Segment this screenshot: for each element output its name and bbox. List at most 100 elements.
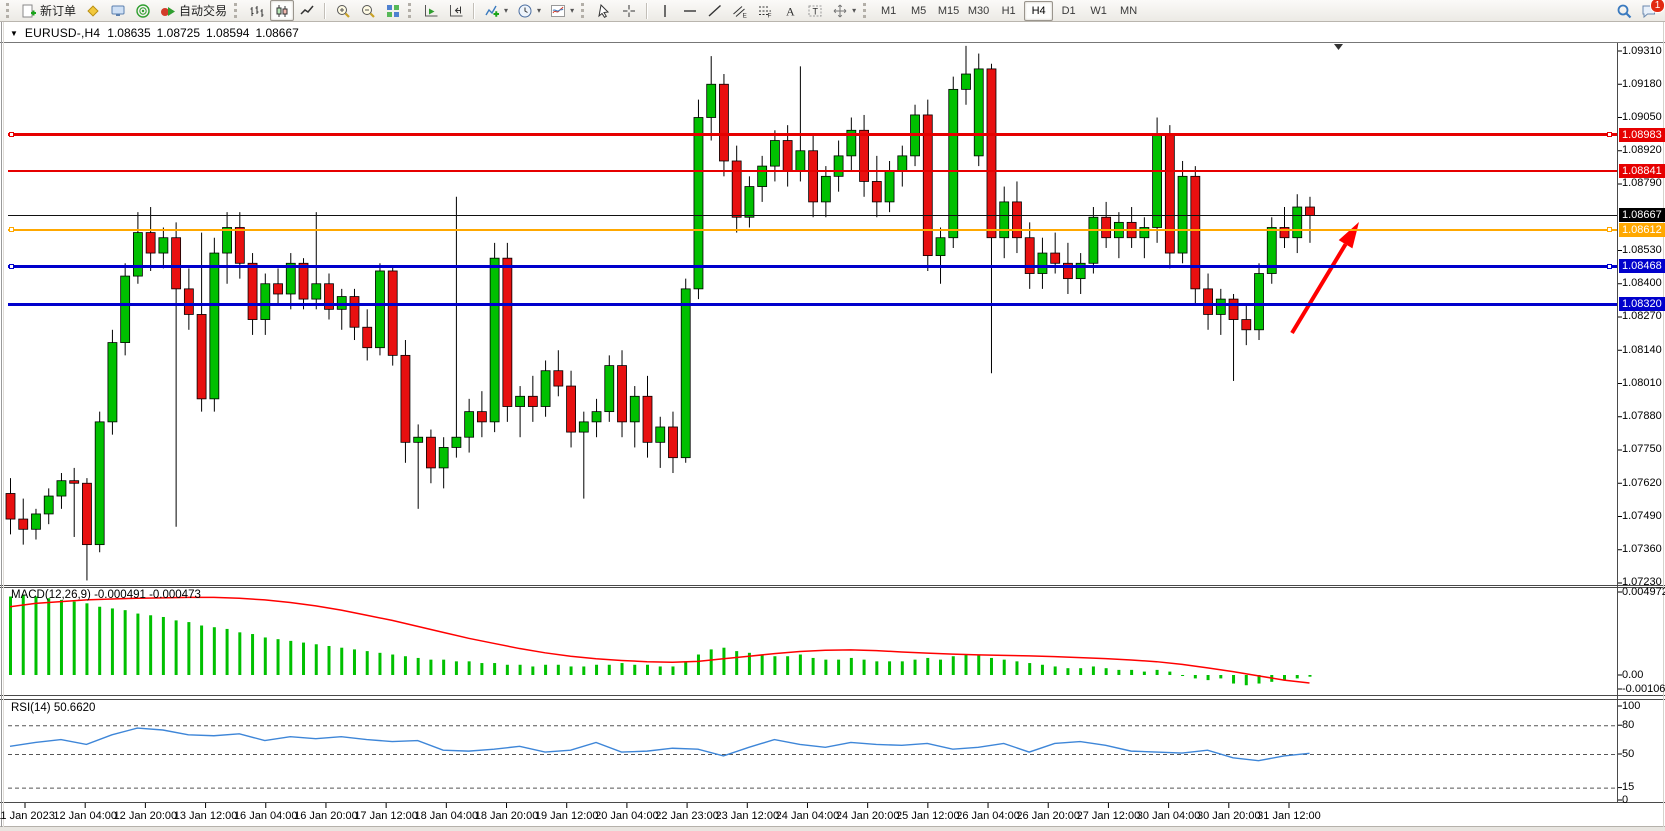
indicators-button[interactable]: ▾ <box>480 0 512 21</box>
timeframe-button-m30[interactable]: M30 <box>967 4 990 17</box>
bar-chart-button[interactable] <box>245 0 269 21</box>
toolbar-grip[interactable] <box>408 3 414 18</box>
timeframe-button-h4[interactable]: H4 <box>1024 0 1054 21</box>
rsi-panel[interactable] <box>8 700 1617 802</box>
hline-handle-1.08468[interactable] <box>1607 263 1612 269</box>
time-tick-14: 24 Jan 20:00 <box>835 810 900 822</box>
autotrading-icon <box>161 6 176 16</box>
rsi-tick-50: 50 <box>1622 747 1635 760</box>
text-label-button[interactable]: T <box>803 0 827 21</box>
macd-panel[interactable] <box>8 588 1617 695</box>
dropdown-arrow-icon[interactable]: ▾ <box>570 6 575 15</box>
hline-handle-1.08612[interactable] <box>1607 227 1612 233</box>
price-tick-1.08400: 1.08400 <box>1622 277 1662 290</box>
time-tick-16: 26 Jan 04:00 <box>956 810 1020 822</box>
chart-title: ▼ EURUSD-,H4 1.08635 1.08725 1.08594 1.0… <box>10 26 299 40</box>
horizontal-line-button[interactable] <box>678 0 702 21</box>
arrows-icon <box>833 4 847 17</box>
textT-icon: T <box>808 5 822 16</box>
price-tick-1.07360: 1.07360 <box>1622 543 1662 556</box>
timeframe-button-d1[interactable]: D1 <box>1061 4 1076 17</box>
toolbar-grip[interactable] <box>234 3 240 18</box>
candlestick-chart-button[interactable] <box>270 0 295 21</box>
time-tick-5: 16 Jan 20:00 <box>294 810 358 822</box>
hline-1.08468[interactable] <box>8 264 1617 268</box>
zoom-out-button[interactable] <box>356 0 380 21</box>
bid-price-label: 1.08667 <box>1619 208 1665 223</box>
terminal-button[interactable] <box>106 0 130 21</box>
ohlc-high: 1.08725 <box>156 26 201 40</box>
hline-handle-1.08983[interactable] <box>1607 132 1612 138</box>
arrows-button[interactable]: ▾ <box>828 0 860 21</box>
ohlc-low: 1.08594 <box>206 26 250 40</box>
notifications-button[interactable]: 1 <box>1637 0 1665 21</box>
vline-icon <box>664 4 666 17</box>
price-tick-1.08920: 1.08920 <box>1622 144 1662 157</box>
timeframe-button-w1[interactable]: W1 <box>1090 4 1107 17</box>
main-chart-area[interactable] <box>8 43 1617 585</box>
bid-line[interactable] <box>8 214 1617 216</box>
hline-handle-1.08983[interactable] <box>9 132 14 138</box>
dropdown-arrow-icon[interactable]: ▾ <box>537 6 542 15</box>
toolbar-grip[interactable] <box>863 3 869 18</box>
timeframe-button-m15[interactable]: M15 <box>937 4 960 17</box>
line-icon <box>300 5 314 15</box>
cursor-button[interactable] <box>592 0 616 21</box>
time-tick-3: 13 Jan 12:00 <box>173 810 238 822</box>
new-order-button[interactable]: 新订单 <box>17 0 80 21</box>
timeframe-button-mn[interactable]: MN <box>1120 4 1138 17</box>
auto-scroll-button[interactable] <box>419 0 443 21</box>
dropdown-arrow-icon[interactable]: ▾ <box>504 6 509 15</box>
price-tick-1.07490: 1.07490 <box>1622 509 1662 522</box>
rsi-tick-0: 0 <box>1622 793 1629 806</box>
macd-tick-0.00: 0.00 <box>1622 668 1644 681</box>
window-menu-triangle-icon[interactable]: ▼ <box>10 28 18 38</box>
price-label-1.08841: 1.08841 <box>1619 163 1665 178</box>
periods-button[interactable]: ▾ <box>513 0 545 21</box>
timeframe-button-h1[interactable]: H1 <box>1001 4 1016 17</box>
timeframe-button-m1[interactable]: M1 <box>880 4 897 17</box>
time-tick-15: 25 Jan 12:00 <box>896 810 960 822</box>
toolbar-grip[interactable] <box>581 3 587 18</box>
text-button[interactable]: A <box>778 0 802 21</box>
macd-tick--0.001063: -0.001063 <box>1622 682 1665 695</box>
crosshair-button[interactable] <box>617 0 641 21</box>
hline-1.08320[interactable] <box>8 302 1617 306</box>
price-tick-1.08010: 1.08010 <box>1622 376 1662 389</box>
price-tick-1.07620: 1.07620 <box>1622 476 1662 489</box>
rsi-tick-80: 80 <box>1622 718 1635 731</box>
time-tick-4: 16 Jan 04:00 <box>233 810 298 822</box>
clock-icon <box>518 4 532 17</box>
line-chart-button[interactable] <box>295 0 319 21</box>
hline-1.08612[interactable] <box>8 228 1617 231</box>
signals-button[interactable] <box>131 0 155 21</box>
vertical-line-button[interactable] <box>653 0 677 21</box>
dropdown-arrow-icon[interactable]: ▾ <box>852 6 857 15</box>
price-tick-1.07750: 1.07750 <box>1622 443 1662 456</box>
ohlc-open: 1.08635 <box>107 26 151 40</box>
toolbar-separator <box>646 2 649 19</box>
status-strip <box>0 827 1665 831</box>
metaeditor-button[interactable] <box>81 0 105 21</box>
tile-windows-button[interactable] <box>381 0 405 21</box>
time-tick-8: 18 Jan 20:00 <box>474 810 539 822</box>
hline-handle-1.08468[interactable] <box>9 263 14 269</box>
zoom-in-button[interactable] <box>331 0 355 21</box>
price-tick-1.09050: 1.09050 <box>1622 110 1662 123</box>
auto-trading-button[interactable]: 自动交易 <box>156 0 231 21</box>
svg-text:A: A <box>786 4 795 18</box>
hline-handle-1.08612[interactable] <box>9 227 14 233</box>
fibonacci-button[interactable]: F <box>753 0 777 21</box>
time-tick-9: 19 Jan 12:00 <box>534 810 599 822</box>
toolbar-grip[interactable] <box>6 3 12 18</box>
chart-shift-button[interactable] <box>444 0 468 21</box>
trendline-button[interactable] <box>703 0 727 21</box>
timeframe-button-m5[interactable]: M5 <box>910 4 927 17</box>
equidistant-channel-button[interactable]: E <box>728 0 752 21</box>
hline-1.08983[interactable] <box>8 133 1617 137</box>
svg-text:E: E <box>743 12 748 19</box>
search-button[interactable] <box>1612 0 1636 21</box>
templates-button[interactable]: ▾ <box>546 0 578 21</box>
svg-text:F: F <box>768 12 772 19</box>
notification-badge: 1 <box>1650 0 1665 13</box>
